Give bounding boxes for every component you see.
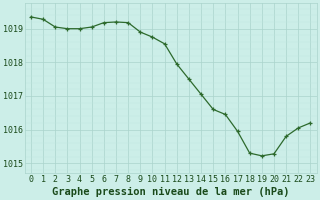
- X-axis label: Graphe pression niveau de la mer (hPa): Graphe pression niveau de la mer (hPa): [52, 186, 290, 197]
